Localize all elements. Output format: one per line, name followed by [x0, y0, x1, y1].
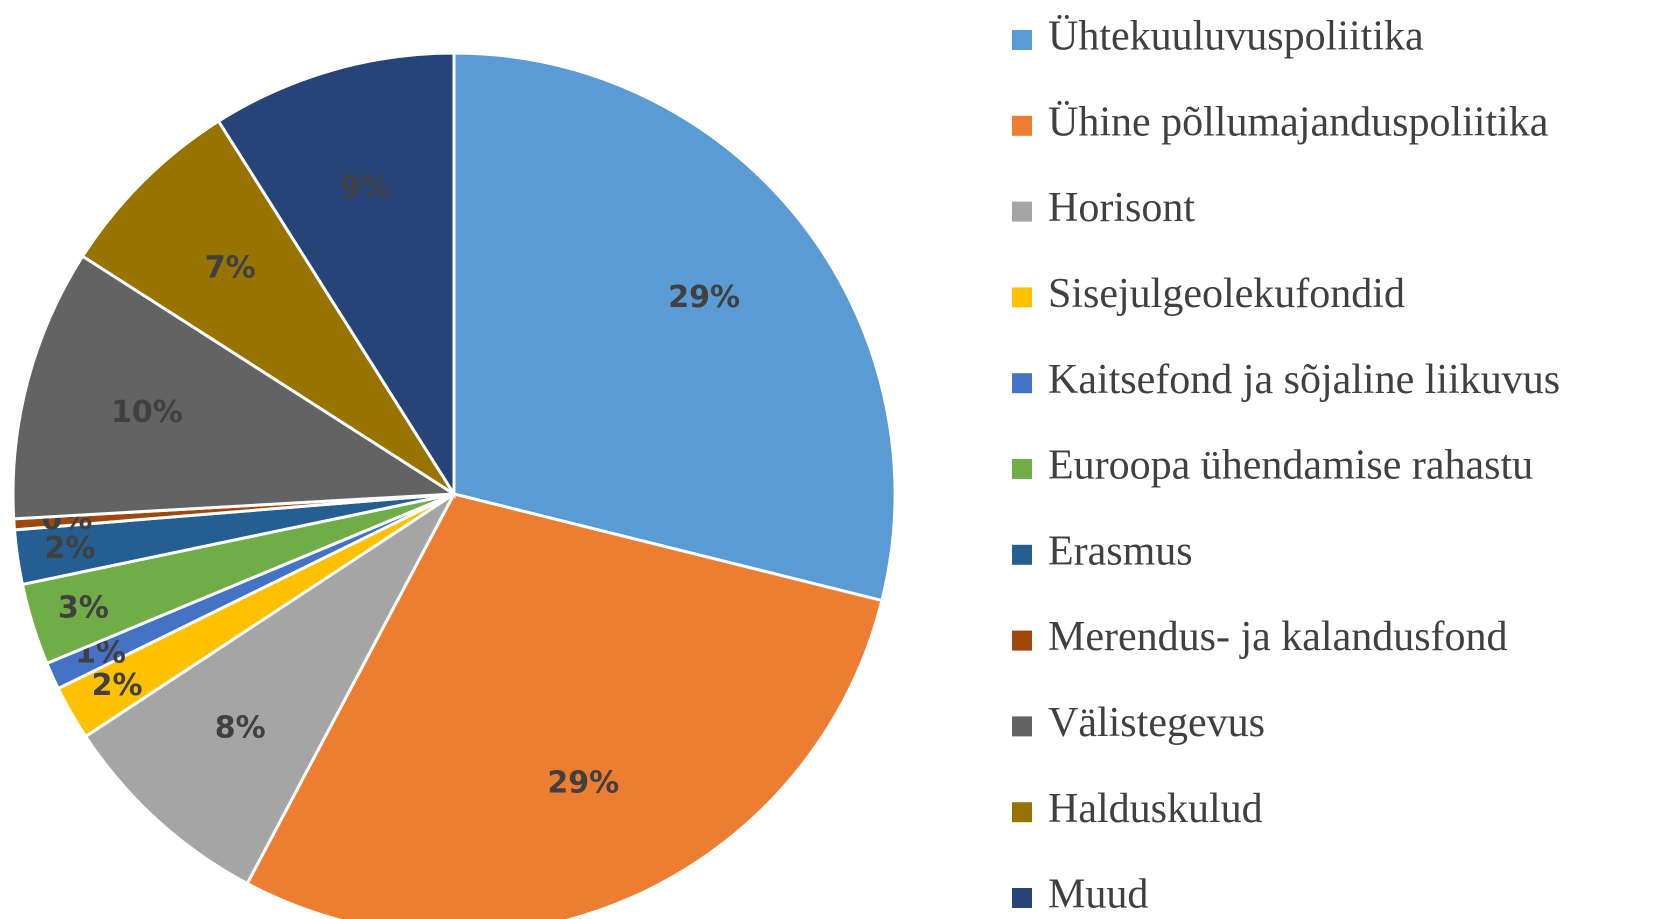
legend-swatch: [1012, 630, 1032, 651]
legend-swatch: [1012, 716, 1032, 737]
legend-label: Merendus- ja kalandusfond: [1048, 614, 1508, 660]
legend-label: Välistegevus: [1048, 700, 1265, 746]
pie-slice: [11, 254, 459, 521]
legend-swatch: [1012, 287, 1032, 308]
data-label: 3%: [58, 590, 109, 625]
data-label: 10%: [111, 395, 183, 430]
legend-label: Ühine põllumajanduspoliitika: [1048, 99, 1549, 145]
legend-label: Halduskulud: [1048, 786, 1263, 832]
legend-label: Muud: [1048, 872, 1148, 918]
legend-label: Euroopa ühendamise rahastu: [1048, 443, 1533, 489]
data-label: 8%: [215, 710, 266, 745]
legend-swatch: [1012, 802, 1032, 823]
legend-label: Horisont: [1048, 185, 1195, 231]
legend-label: Sisejulgeolekufondid: [1048, 271, 1405, 317]
legend-label: Kaitsefond ja sõjaline liikuvus: [1048, 357, 1560, 403]
legend-swatch: [1012, 888, 1032, 908]
pie-slice: [80, 119, 456, 496]
legend-swatch: [1012, 115, 1032, 136]
data-label: 2%: [92, 668, 143, 703]
legend-swatch: [1012, 201, 1032, 222]
legend-label: Erasmus: [1048, 528, 1193, 574]
data-label: 9%: [340, 170, 391, 205]
data-label: 29%: [668, 280, 740, 315]
data-label: 7%: [205, 250, 256, 285]
pie-slice: [216, 51, 456, 500]
data-label: 29%: [547, 766, 619, 801]
legend-swatch: [1012, 544, 1032, 565]
pie-slice: [83, 492, 456, 886]
data-label: 2%: [44, 531, 95, 566]
legend-swatch: [1012, 459, 1032, 479]
legend-swatch: [1012, 373, 1032, 394]
legend-label: Ühtekuuluvuspoliitika: [1048, 14, 1424, 60]
pie-slice: [452, 51, 897, 603]
pie-slice: [245, 492, 884, 919]
legend-swatch: [1012, 30, 1032, 50]
